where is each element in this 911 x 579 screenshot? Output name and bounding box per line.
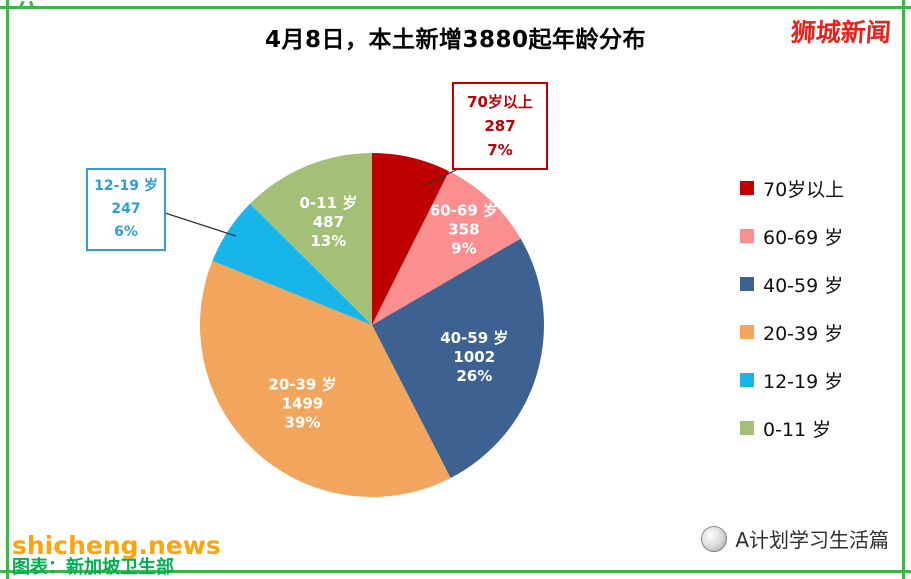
pie-slice — [372, 171, 521, 325]
frame-corner-tick — [0, 6, 9, 9]
callout-12-19: 12-19 岁 247 6% — [86, 168, 166, 251]
legend-swatch — [740, 277, 754, 291]
frame-corner-tick — [902, 0, 905, 9]
legend-swatch — [740, 181, 754, 195]
legend-item: 12-19 岁 — [740, 356, 844, 404]
legend-swatch — [740, 373, 754, 387]
legend-swatch — [740, 325, 754, 339]
callout-leader-line — [164, 212, 237, 237]
watermark-text: shicheng.news — [12, 531, 221, 560]
callout-70plus-percent: 7% — [487, 141, 513, 159]
pie-slice — [212, 203, 372, 325]
frame-corner-tick — [903, 570, 911, 573]
legend-item: 40-59 岁 — [740, 260, 844, 308]
frame-corner-tick — [902, 570, 905, 579]
callout-12-19-value: 247 — [111, 201, 141, 217]
legend-label: 40-59 岁 — [763, 274, 844, 297]
legend-swatch — [740, 229, 754, 243]
pie-slice — [372, 152, 450, 325]
account-name: A计划学习生活篇 — [735, 528, 889, 552]
slice-label: 20-39 岁 1499 39% — [268, 375, 336, 431]
account-badge: A计划学习生活篇 — [701, 524, 889, 553]
frame-corner-tick — [6, 0, 9, 9]
callout-leader-line — [423, 168, 459, 187]
legend-item: 20-39 岁 — [740, 308, 844, 356]
frame-corner-tick — [0, 570, 9, 573]
callout-70plus-value: 287 — [484, 117, 516, 135]
frame-corner-tick — [6, 570, 9, 579]
chart-title: 4月8日，本土新增3880起年龄分布 — [264, 27, 647, 53]
legend-label: 12-19 岁 — [763, 370, 844, 393]
callout-70plus: 70岁以上 287 7% — [452, 82, 548, 170]
legend-label: 20-39 岁 — [763, 322, 844, 345]
slice-label: 40-59 岁 1002 26% — [440, 329, 508, 385]
pie-slice — [250, 153, 372, 325]
legend-item: 70岁以上 — [740, 164, 844, 212]
callout-70plus-label: 70岁以上 — [467, 93, 533, 111]
pie-slice — [372, 238, 544, 478]
pie-slice — [200, 260, 451, 498]
legend-swatch — [740, 421, 754, 435]
callout-12-19-percent: 6% — [114, 224, 138, 240]
account-avatar-icon — [701, 525, 728, 552]
legend-label: 60-69 岁 — [763, 226, 844, 249]
legend-item: 0-11 岁 — [740, 404, 844, 452]
callout-12-19-label: 12-19 岁 — [94, 178, 158, 194]
legend-label: 0-11 岁 — [763, 418, 832, 441]
legend-item: 60-69 岁 — [740, 212, 844, 260]
frame-corner-tick — [903, 6, 911, 9]
slice-label: 0-11 岁 487 13% — [300, 194, 358, 250]
slice-label: 60-69 岁 358 9% — [430, 201, 498, 257]
legend: 70岁以上 60-69 岁 40-59 岁 20-39 岁 12-19 岁 0-11 岁 — [740, 164, 844, 452]
legend-label: 70岁以上 — [763, 178, 845, 201]
